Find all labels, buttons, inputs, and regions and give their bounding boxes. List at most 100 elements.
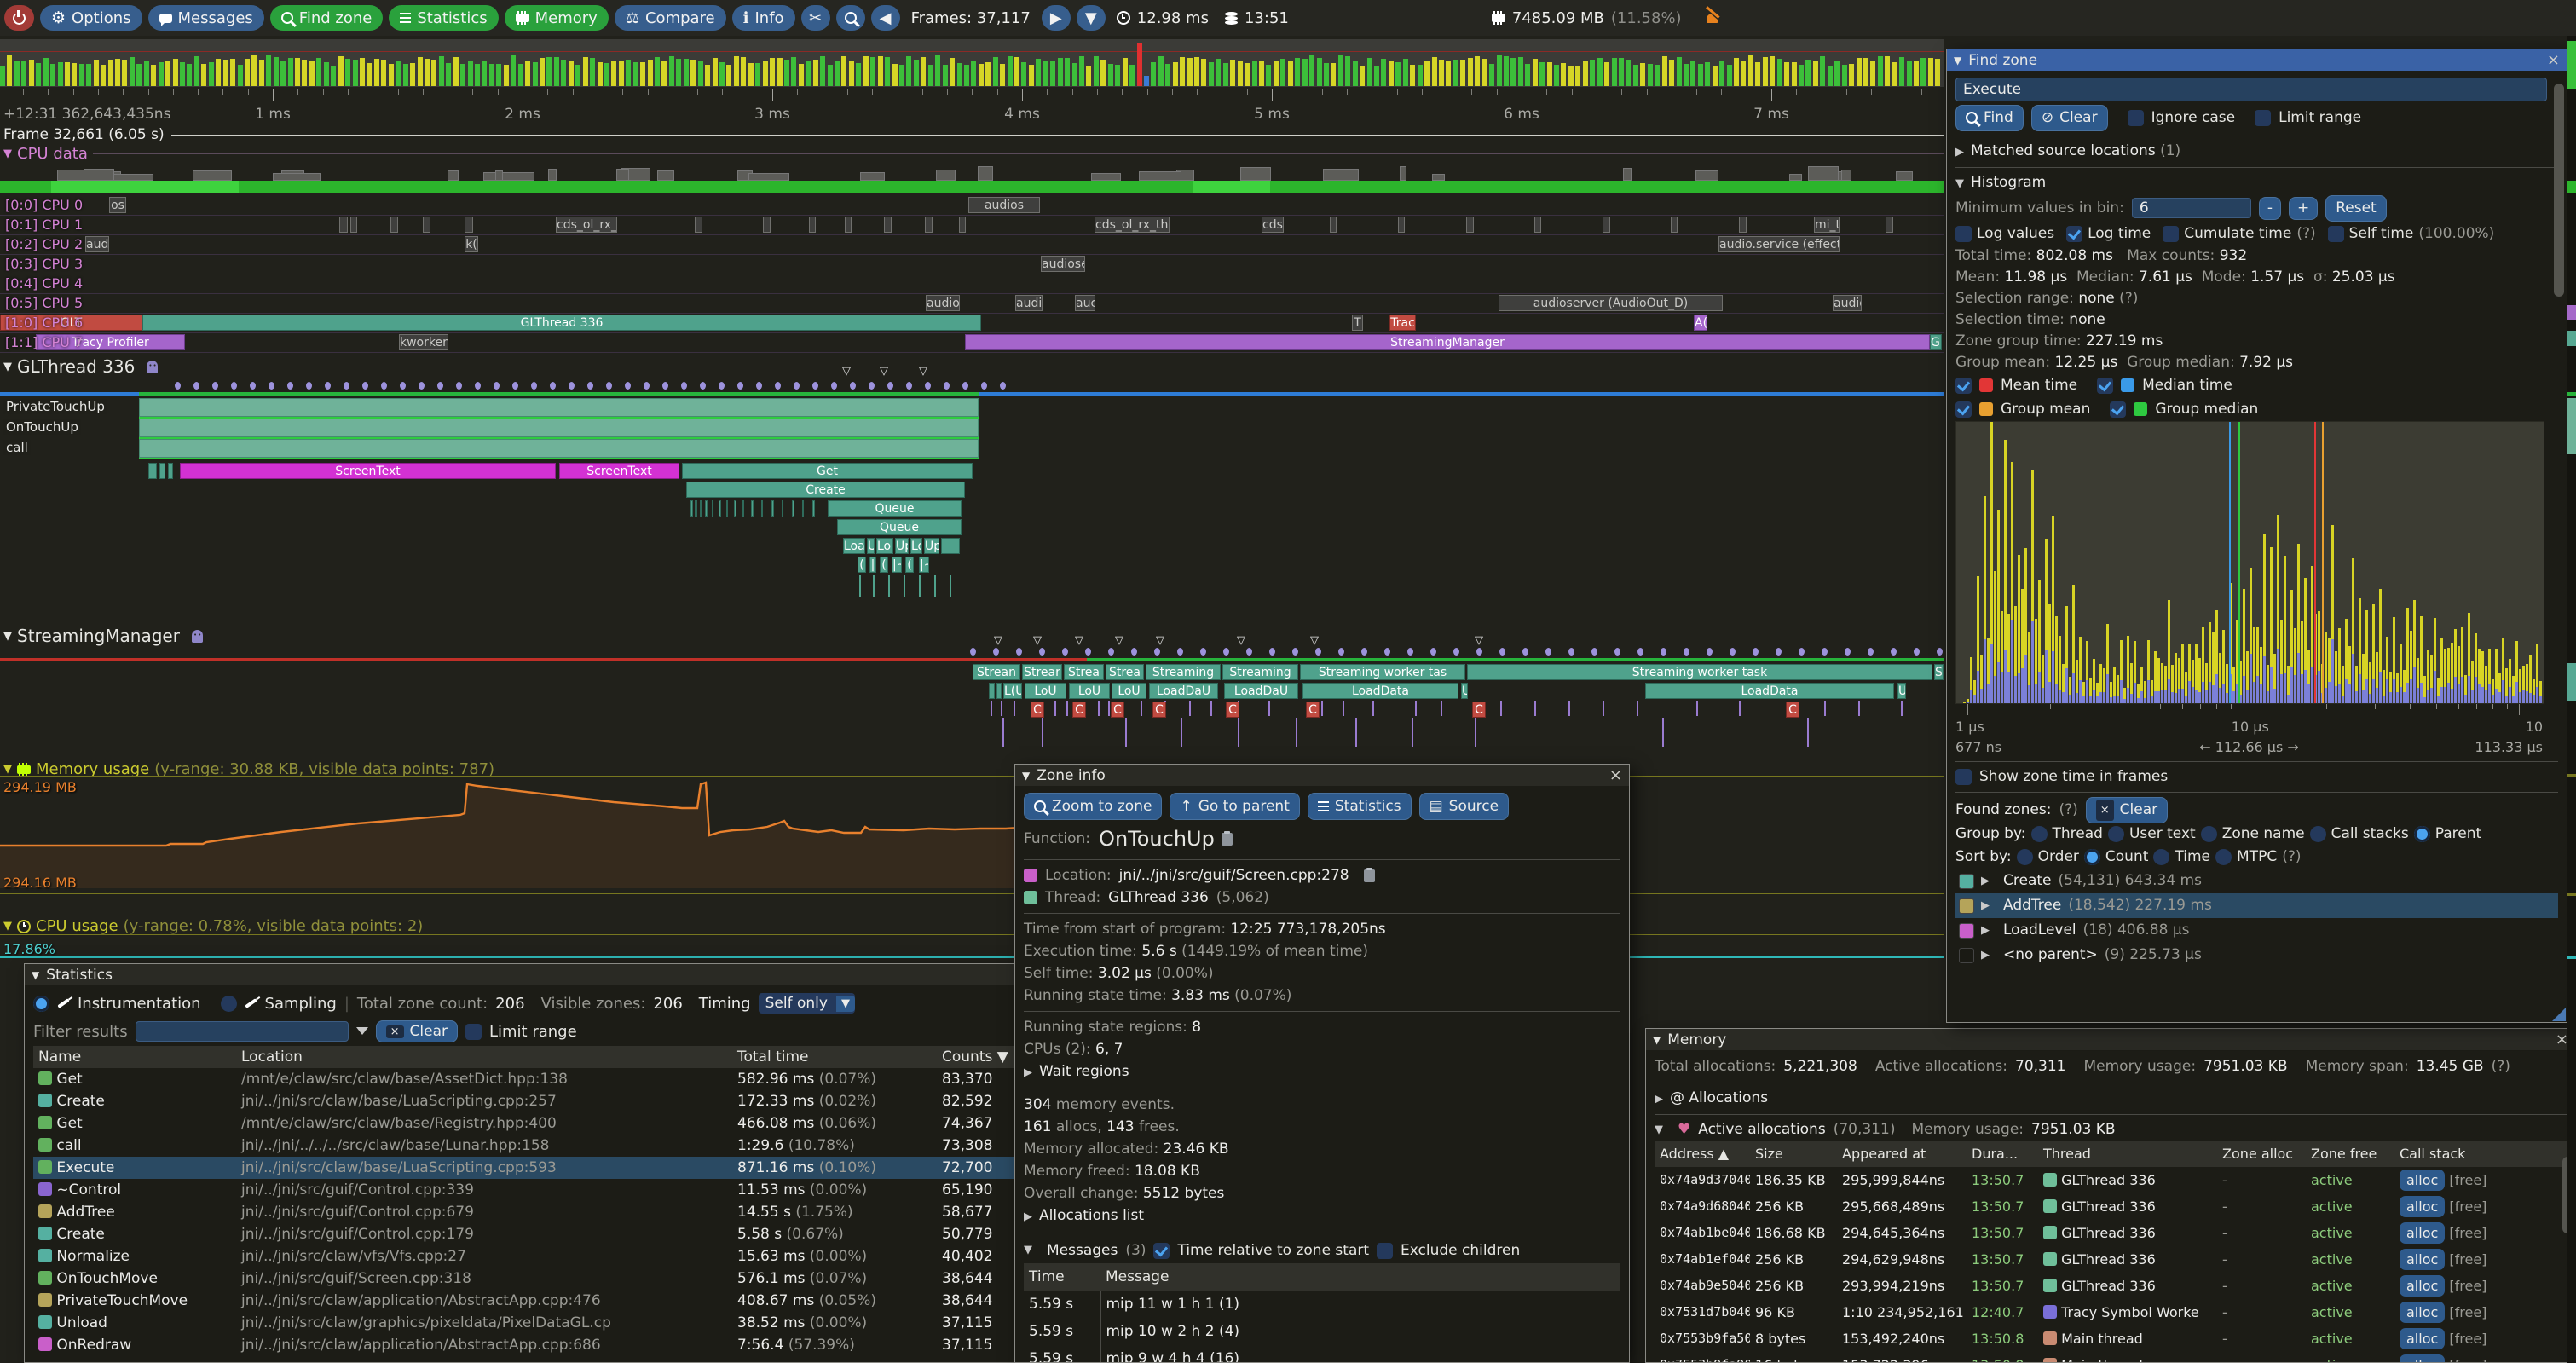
timeline-zone[interactable] — [1671, 217, 1678, 233]
groupby-user-text[interactable] — [2108, 826, 2124, 842]
frame-bar[interactable] — [856, 63, 861, 86]
message-row[interactable]: 5.59 smip 11 w 1 h 1 (1) — [1024, 1291, 1620, 1318]
timeline-zone[interactable]: Trac — [1389, 315, 1416, 331]
timeline-zone[interactable] — [941, 538, 960, 554]
groupby-parent[interactable] — [2414, 826, 2430, 842]
frame-bar[interactable] — [331, 66, 336, 86]
sortby-count[interactable] — [2084, 849, 2100, 865]
frame-bar[interactable] — [1677, 57, 1682, 86]
log-time-checkbox[interactable] — [2066, 226, 2082, 242]
frame-bar[interactable] — [21, 61, 26, 86]
frame-bar[interactable] — [1820, 56, 1825, 86]
timeline-zone[interactable]: audio. — [1015, 295, 1043, 311]
frame-bar[interactable] — [1403, 59, 1408, 86]
allocation-row[interactable]: 0x74ab1ef040256 KB294,629,948ns13:50.7 G… — [1655, 1246, 2567, 1273]
gl-stack-zone[interactable]: OnTouchUp — [0, 419, 1944, 437]
frame-bar[interactable] — [302, 60, 307, 86]
frame-bar[interactable] — [7, 55, 12, 86]
frame-bar[interactable] — [50, 64, 55, 86]
frame-bar[interactable] — [1165, 64, 1170, 86]
frame-bar[interactable] — [353, 60, 358, 86]
timeline-zone[interactable]: LoU — [1025, 683, 1066, 699]
frame-bar[interactable] — [1395, 62, 1401, 86]
frame-bar[interactable] — [626, 60, 631, 86]
crash-zone[interactable]: C — [1031, 702, 1044, 718]
timeline-zone[interactable] — [812, 500, 815, 517]
timeline-zone[interactable]: Streaming worker task — [1467, 664, 1932, 680]
cpu-core-row[interactable]: [0:4] CPU 4 — [0, 274, 1944, 294]
cpu-core-row[interactable]: [0:1] CPU 1cds_ol_rx_thrcds_ol_rx_threac… — [0, 216, 1944, 235]
frame-bar[interactable] — [1374, 66, 1379, 86]
frame-bar[interactable] — [511, 55, 516, 86]
frame-bar[interactable] — [964, 65, 969, 86]
frame-bar[interactable] — [1050, 61, 1055, 86]
frame-bar[interactable] — [1705, 62, 1710, 86]
frame-bar[interactable] — [648, 60, 653, 86]
frame-bar[interactable] — [238, 65, 243, 86]
frame-bar[interactable] — [1446, 61, 1451, 86]
info-button[interactable]: ℹInfo — [732, 5, 795, 31]
frame-bar[interactable] — [1525, 64, 1530, 86]
frame-bar[interactable] — [979, 64, 984, 86]
frame-bar[interactable] — [1432, 57, 1437, 86]
zone-statistics-button[interactable]: Statistics — [1308, 793, 1412, 820]
filter-input[interactable] — [136, 1021, 349, 1042]
frame-bar[interactable] — [403, 64, 408, 86]
timeline-zone[interactable] — [423, 217, 430, 233]
frame-bar[interactable] — [201, 64, 206, 86]
frame-bar[interactable] — [324, 62, 329, 86]
min-bin-input[interactable]: 6 — [2132, 198, 2251, 218]
legend-checkbox-group-median[interactable] — [2110, 401, 2126, 418]
frame-dropdown-button[interactable]: ▼ — [1077, 5, 1106, 31]
frame-bar[interactable] — [431, 60, 436, 86]
reset-button[interactable]: Reset — [2325, 195, 2387, 222]
frame-bar[interactable] — [734, 56, 739, 86]
frame-bar[interactable] — [1857, 58, 1862, 86]
frame-bar[interactable] — [1655, 65, 1660, 86]
frame-bar[interactable] — [280, 61, 286, 86]
frame-bar[interactable] — [1539, 62, 1545, 86]
frame-bar[interactable] — [115, 59, 120, 86]
frame-bar[interactable] — [863, 56, 869, 86]
frame-bar[interactable] — [892, 64, 898, 86]
timeline-zone[interactable]: StreamingManager — [965, 334, 1930, 350]
frame-bar[interactable] — [14, 61, 20, 86]
timeline-zone[interactable] — [761, 500, 763, 517]
zone-info-titlebar[interactable]: ▼Zone info × — [1015, 765, 1629, 786]
frame-bar[interactable] — [1777, 59, 1782, 86]
frame-bar[interactable] — [194, 56, 199, 86]
frame-bar[interactable] — [748, 63, 754, 86]
alloc-callstack-button[interactable]: alloc — [2400, 1222, 2445, 1244]
frame-bar[interactable] — [108, 60, 113, 86]
frame-bar[interactable] — [1899, 57, 1904, 86]
frame-bar[interactable] — [316, 58, 321, 86]
timeline-zone[interactable] — [148, 463, 157, 479]
memory-usage-graph[interactable] — [0, 776, 1944, 888]
matched-locations-expander[interactable]: ▶Matched source locations (1) — [1955, 141, 2558, 163]
frame-bar[interactable] — [295, 58, 300, 86]
frame-bar[interactable] — [482, 61, 487, 86]
timeline-zone[interactable]: Lo — [910, 538, 922, 554]
frame-bar[interactable] — [187, 64, 192, 86]
frame-bar[interactable] — [446, 63, 451, 86]
frame-bar[interactable] — [1907, 61, 1912, 86]
frame-bar[interactable] — [755, 63, 760, 86]
timing-select[interactable]: Self only▼ — [759, 993, 855, 1014]
frame-bar[interactable] — [1187, 58, 1193, 86]
frame-bar[interactable] — [518, 64, 523, 86]
source-button[interactable]: ▤Source — [1419, 793, 1509, 820]
frame-bar[interactable] — [1309, 55, 1314, 86]
timeline-zone[interactable]: Get — [682, 463, 973, 479]
timeline-zone[interactable] — [1398, 217, 1405, 233]
timeline-zone[interactable] — [339, 217, 348, 233]
crash-zone[interactable]: C — [1472, 702, 1486, 718]
frame-bar[interactable] — [1194, 57, 1199, 86]
limit-range-checkbox[interactable] — [2255, 110, 2271, 126]
cumulate-time-checkbox[interactable] — [2163, 226, 2179, 242]
frame-bar[interactable] — [173, 59, 178, 86]
frame-bar[interactable] — [540, 58, 545, 86]
frame-bar[interactable] — [504, 65, 509, 86]
frame-bar[interactable] — [698, 61, 703, 86]
zoom-to-zone-button[interactable]: Zoom to zone — [1024, 793, 1162, 820]
frame-bar[interactable] — [590, 58, 595, 86]
